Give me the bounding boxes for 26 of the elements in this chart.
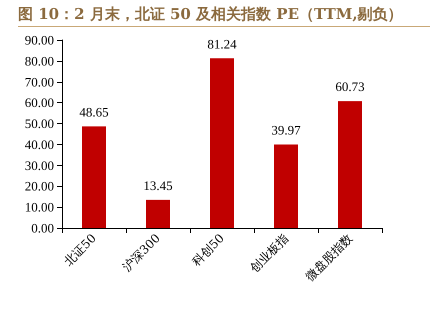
data-label: 39.97 [271, 122, 302, 138]
x-tick-label: 创业板指 [247, 231, 291, 275]
y-tick-label: 70.00 [24, 74, 54, 90]
y-tick-label: 10.00 [24, 200, 54, 215]
data-label: 48.65 [79, 104, 109, 120]
data-label: 60.73 [335, 79, 365, 94]
data-label: 13.45 [143, 178, 173, 193]
x-tick-label: 微盘股指数 [302, 231, 355, 284]
bar [274, 144, 298, 228]
bar [82, 126, 106, 228]
chart-title: 图 10：2 月末，北证 50 及相关指数 PE（TTM,剔负） [18, 2, 430, 27]
x-tick-label: 沪深300 [120, 231, 163, 274]
bar [338, 101, 362, 228]
x-tick-label: 科创50 [189, 231, 227, 269]
y-tick-label: 20.00 [24, 178, 54, 194]
y-tick-label: 0.00 [31, 220, 54, 236]
x-tick-label: 北证50 [61, 231, 99, 269]
y-tick-label: 30.00 [24, 158, 54, 173]
y-tick-label: 90.00 [24, 32, 54, 48]
bar [146, 200, 170, 228]
y-tick-label: 40.00 [24, 136, 54, 152]
y-tick-label: 80.00 [24, 53, 54, 68]
y-tick-label: 60.00 [24, 95, 54, 110]
bar [210, 58, 234, 228]
y-tick-label: 50.00 [24, 116, 54, 132]
data-label: 81.24 [207, 36, 238, 52]
